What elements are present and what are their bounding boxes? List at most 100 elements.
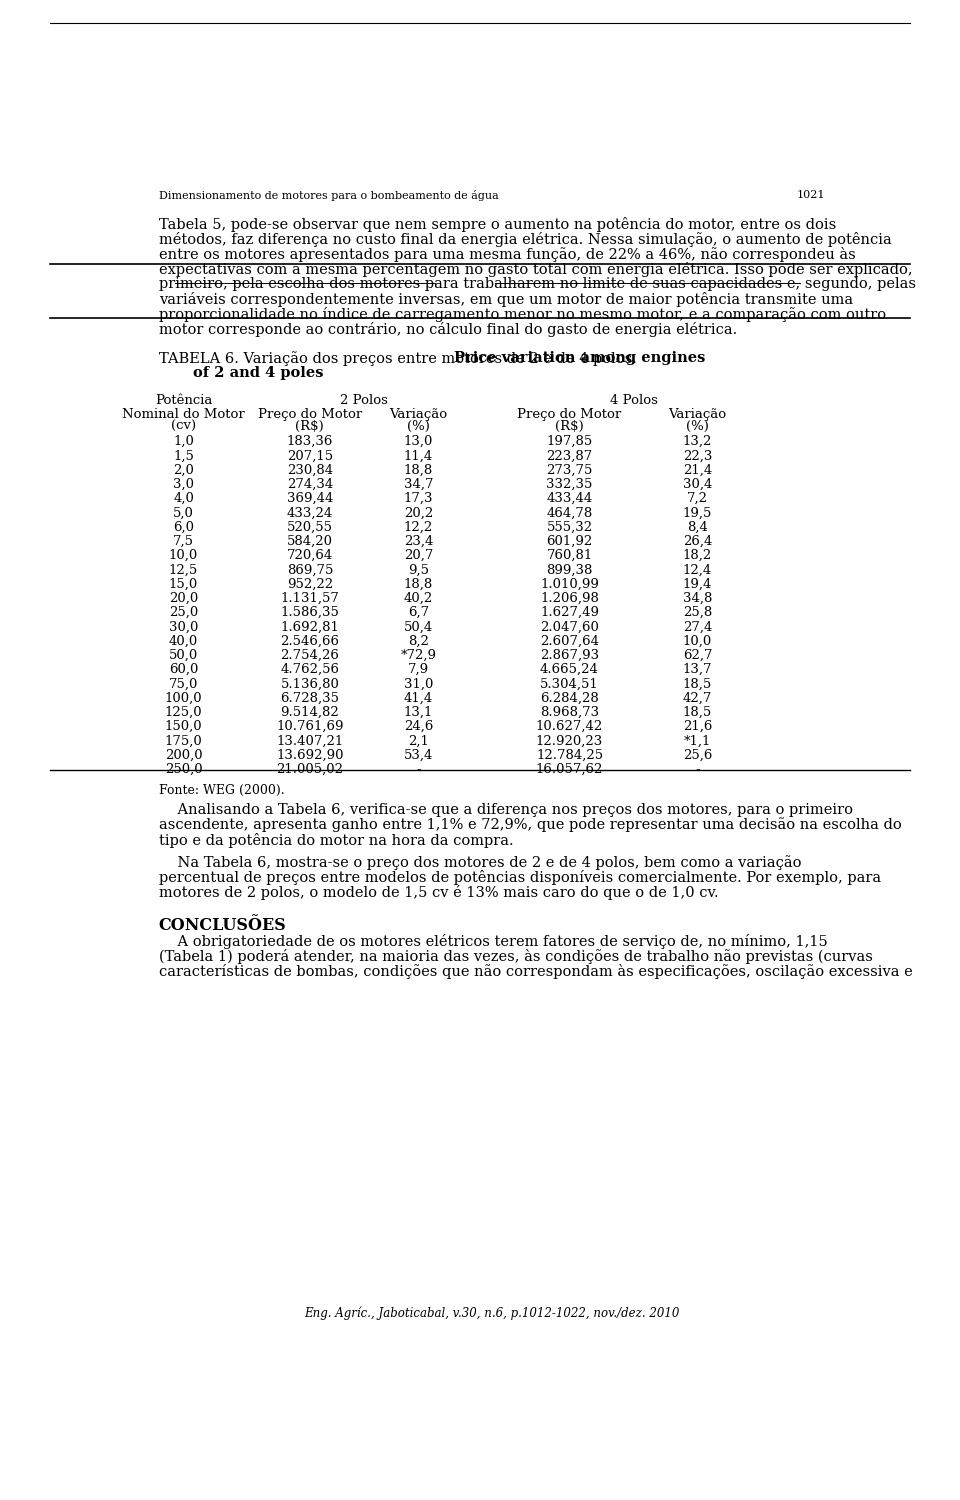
Text: 40,0: 40,0 bbox=[169, 634, 198, 648]
Text: 274,34: 274,34 bbox=[287, 478, 333, 490]
Text: 13,0: 13,0 bbox=[404, 435, 433, 448]
Text: 1,5: 1,5 bbox=[173, 450, 194, 462]
Text: 2.047,60: 2.047,60 bbox=[540, 621, 599, 633]
Text: 8.968,73: 8.968,73 bbox=[540, 706, 599, 718]
Text: 760,81: 760,81 bbox=[546, 549, 592, 562]
Text: Tabela 5, pode-se observar que nem sempre o aumento na potência do motor, entre : Tabela 5, pode-se observar que nem sempr… bbox=[158, 217, 836, 232]
Text: 869,75: 869,75 bbox=[287, 564, 333, 576]
Text: 20,2: 20,2 bbox=[404, 507, 433, 519]
Text: 60,0: 60,0 bbox=[169, 663, 198, 676]
Text: 601,92: 601,92 bbox=[546, 536, 592, 548]
Text: 3,0: 3,0 bbox=[173, 478, 194, 490]
Text: of 2 and 4 poles: of 2 and 4 poles bbox=[193, 366, 324, 380]
Text: 2.607,64: 2.607,64 bbox=[540, 634, 599, 648]
Text: 8,2: 8,2 bbox=[408, 634, 429, 648]
Text: (%): (%) bbox=[407, 420, 430, 434]
Text: 223,87: 223,87 bbox=[546, 450, 592, 462]
Text: 12.784,25: 12.784,25 bbox=[536, 748, 603, 762]
Text: 34,8: 34,8 bbox=[683, 592, 712, 604]
Text: 433,44: 433,44 bbox=[546, 492, 592, 506]
Text: Variação: Variação bbox=[668, 408, 727, 422]
Text: 21,6: 21,6 bbox=[683, 720, 712, 734]
Text: 21,4: 21,4 bbox=[683, 464, 712, 477]
Text: 62,7: 62,7 bbox=[683, 650, 712, 662]
Text: 18,8: 18,8 bbox=[404, 464, 433, 477]
Text: 1021: 1021 bbox=[797, 190, 826, 200]
Text: -: - bbox=[416, 764, 420, 776]
Text: 1.692,81: 1.692,81 bbox=[280, 621, 339, 633]
Text: Variação: Variação bbox=[390, 408, 447, 422]
Text: métodos, faz diferença no custo final da energia elétrica. Nessa simulação, o au: métodos, faz diferença no custo final da… bbox=[158, 232, 892, 248]
Text: 369,44: 369,44 bbox=[287, 492, 333, 506]
Text: 5.136,80: 5.136,80 bbox=[280, 678, 339, 690]
Text: 18,8: 18,8 bbox=[404, 578, 433, 591]
Text: (%): (%) bbox=[686, 420, 708, 434]
Text: 16.057,62: 16.057,62 bbox=[536, 764, 603, 776]
Text: Nominal do Motor: Nominal do Motor bbox=[122, 408, 245, 422]
Text: 207,15: 207,15 bbox=[287, 450, 333, 462]
Text: 2,1: 2,1 bbox=[408, 735, 429, 747]
Text: 2,0: 2,0 bbox=[173, 464, 194, 477]
Text: 50,0: 50,0 bbox=[169, 650, 198, 662]
Text: primeiro, pela escolha dos motores para trabalharem no limite de suas capacidade: primeiro, pela escolha dos motores para … bbox=[158, 278, 916, 291]
Text: 1.206,98: 1.206,98 bbox=[540, 592, 599, 604]
Text: 12,5: 12,5 bbox=[169, 564, 198, 576]
Text: 13.407,21: 13.407,21 bbox=[276, 735, 344, 747]
Text: expectativas com a mesma percentagem no gasto total com energia elétrica. Isso p: expectativas com a mesma percentagem no … bbox=[158, 262, 912, 278]
Text: 2.754,26: 2.754,26 bbox=[280, 650, 339, 662]
Text: 433,24: 433,24 bbox=[287, 507, 333, 519]
Text: 41,4: 41,4 bbox=[404, 692, 433, 705]
Text: (R$): (R$) bbox=[555, 420, 584, 434]
Text: 31,0: 31,0 bbox=[404, 678, 433, 690]
Text: 18,5: 18,5 bbox=[683, 706, 712, 718]
Text: 10,0: 10,0 bbox=[683, 634, 712, 648]
Text: 4.762,56: 4.762,56 bbox=[280, 663, 340, 676]
Text: 9.514,82: 9.514,82 bbox=[280, 706, 339, 718]
Text: 125,0: 125,0 bbox=[165, 706, 203, 718]
Text: 2.867,93: 2.867,93 bbox=[540, 650, 599, 662]
Text: 2.546,66: 2.546,66 bbox=[280, 634, 340, 648]
Text: 100,0: 100,0 bbox=[165, 692, 203, 705]
Text: tipo e da potência do motor na hora da compra.: tipo e da potência do motor na hora da c… bbox=[158, 833, 514, 848]
Text: 7,2: 7,2 bbox=[686, 492, 708, 506]
Text: 25,8: 25,8 bbox=[683, 606, 712, 619]
Text: 53,4: 53,4 bbox=[404, 748, 433, 762]
Text: 13,7: 13,7 bbox=[683, 663, 712, 676]
Text: 25,6: 25,6 bbox=[683, 748, 712, 762]
Text: 899,38: 899,38 bbox=[546, 564, 592, 576]
Text: 12.920,23: 12.920,23 bbox=[536, 735, 603, 747]
Text: 720,64: 720,64 bbox=[287, 549, 333, 562]
Text: Preço do Motor: Preço do Motor bbox=[517, 408, 622, 422]
Text: 11,4: 11,4 bbox=[404, 450, 433, 462]
Text: *1,1: *1,1 bbox=[684, 735, 711, 747]
Text: Dimensionamento de motores para o bombeamento de água: Dimensionamento de motores para o bombea… bbox=[158, 190, 498, 201]
Text: *72,9: *72,9 bbox=[400, 650, 437, 662]
Text: 183,36: 183,36 bbox=[287, 435, 333, 448]
Text: TABELA 6. Variação dos preços entre motores de 2 e de 4 polos.: TABELA 6. Variação dos preços entre moto… bbox=[158, 351, 641, 366]
Text: Preço do Motor: Preço do Motor bbox=[257, 408, 362, 422]
Text: 10.627,42: 10.627,42 bbox=[536, 720, 603, 734]
Text: 26,4: 26,4 bbox=[683, 536, 712, 548]
Text: 6.284,28: 6.284,28 bbox=[540, 692, 599, 705]
Text: 20,7: 20,7 bbox=[404, 549, 433, 562]
Text: 250,0: 250,0 bbox=[165, 764, 203, 776]
Text: 42,7: 42,7 bbox=[683, 692, 712, 705]
Text: (cv): (cv) bbox=[171, 420, 196, 434]
Text: -: - bbox=[695, 764, 700, 776]
Text: 12,4: 12,4 bbox=[683, 564, 712, 576]
Text: 150,0: 150,0 bbox=[165, 720, 203, 734]
Text: 13,2: 13,2 bbox=[683, 435, 712, 448]
Text: Na Tabela 6, mostra-se o preço dos motores de 2 e de 4 polos, bem como a variaçã: Na Tabela 6, mostra-se o preço dos motor… bbox=[158, 855, 802, 870]
Text: 19,5: 19,5 bbox=[683, 507, 712, 519]
Text: 1.131,57: 1.131,57 bbox=[280, 592, 339, 604]
Text: 24,6: 24,6 bbox=[404, 720, 433, 734]
Text: 34,7: 34,7 bbox=[403, 478, 433, 490]
Text: 40,2: 40,2 bbox=[404, 592, 433, 604]
Text: 9,5: 9,5 bbox=[408, 564, 429, 576]
Text: entre os motores apresentados para uma mesma função, de 22% a 46%, não correspon: entre os motores apresentados para uma m… bbox=[158, 248, 855, 262]
Text: 8,4: 8,4 bbox=[687, 520, 708, 534]
Text: percentual de preços entre modelos de potências disponíveis comercialmente. Por : percentual de preços entre modelos de po… bbox=[158, 870, 881, 885]
Text: 50,4: 50,4 bbox=[404, 621, 433, 633]
Text: proporcionalidade no índice de carregamento menor no mesmo motor, e a comparação: proporcionalidade no índice de carregame… bbox=[158, 308, 886, 322]
Text: 13,1: 13,1 bbox=[404, 706, 433, 718]
